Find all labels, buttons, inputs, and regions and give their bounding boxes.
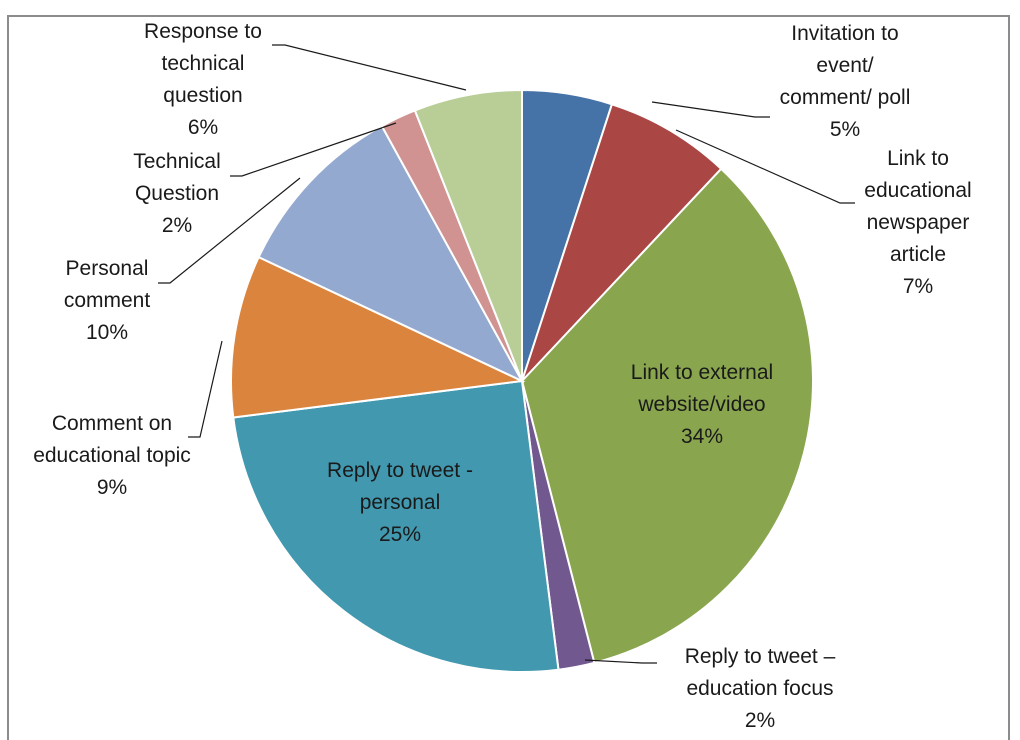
data-label-line: 10% bbox=[86, 321, 128, 344]
data-label-line: Reply to tweet - bbox=[327, 459, 473, 482]
data-label-line: Comment on bbox=[52, 412, 172, 435]
data-label-line: Link to external bbox=[631, 361, 773, 384]
data-label-line: Technical bbox=[133, 150, 221, 173]
leader-line bbox=[188, 340, 223, 438]
data-label-line: Reply to tweet – bbox=[685, 645, 836, 668]
leader-line bbox=[272, 44, 467, 91]
data-label-line: 2% bbox=[745, 709, 775, 732]
data-label: Reply to tweet - personal 25% bbox=[327, 459, 473, 546]
data-label: Personal comment 10% bbox=[64, 257, 151, 344]
data-label-line: educational topic bbox=[33, 444, 191, 467]
data-label: Reply to tweet – education focus 2% bbox=[685, 645, 836, 732]
data-label-line: 34% bbox=[681, 425, 723, 448]
data-label-line: comment/ poll bbox=[780, 86, 911, 109]
data-label-line: website/video bbox=[637, 393, 765, 416]
data-label-line: Question bbox=[135, 182, 219, 205]
data-label-line: personal bbox=[360, 491, 441, 514]
data-label: Comment on educational topic 9% bbox=[33, 412, 191, 499]
pie-slice bbox=[521, 102, 723, 382]
chart-border bbox=[7, 15, 1010, 740]
pie-slice bbox=[230, 255, 526, 419]
data-label: Invitation to event/comment/ poll 5% bbox=[780, 22, 911, 141]
data-label-line: comment bbox=[64, 289, 151, 312]
data-label: Link to educational newspaper article 7% bbox=[864, 147, 971, 298]
data-label-line: Invitation to bbox=[791, 22, 898, 45]
pie-slice bbox=[413, 88, 523, 382]
leader-line bbox=[651, 101, 770, 118]
data-label-line: 2% bbox=[162, 214, 192, 237]
data-label-line: 5% bbox=[830, 118, 860, 141]
leader-line bbox=[675, 129, 855, 204]
data-label-line: Response to bbox=[144, 20, 262, 43]
data-label-line: event/ bbox=[816, 54, 873, 77]
data-label-line: 25% bbox=[379, 523, 421, 546]
data-label-line: article bbox=[890, 243, 946, 266]
leader-line bbox=[158, 177, 301, 284]
pie-slice bbox=[232, 379, 560, 673]
leader-line bbox=[230, 122, 397, 177]
data-label-line: technical bbox=[162, 52, 245, 75]
data-label-line: educational bbox=[864, 179, 971, 202]
data-label-line: Link to bbox=[887, 147, 949, 170]
data-label: Link to external website/video 34% bbox=[631, 361, 773, 448]
data-label-line: 6% bbox=[188, 116, 218, 139]
data-label-line: question bbox=[163, 84, 242, 107]
data-label-line: 7% bbox=[903, 275, 933, 298]
pie-slice bbox=[520, 167, 814, 665]
data-label-line: education focus bbox=[686, 677, 833, 700]
data-label-line: 9% bbox=[97, 476, 127, 499]
data-label-line: Personal bbox=[66, 257, 149, 280]
data-label: Technical Question 2% bbox=[133, 150, 221, 237]
data-label: Response to technical question 6% bbox=[144, 20, 262, 139]
leader-line bbox=[584, 659, 657, 664]
data-label-line: newspaper bbox=[867, 211, 970, 234]
